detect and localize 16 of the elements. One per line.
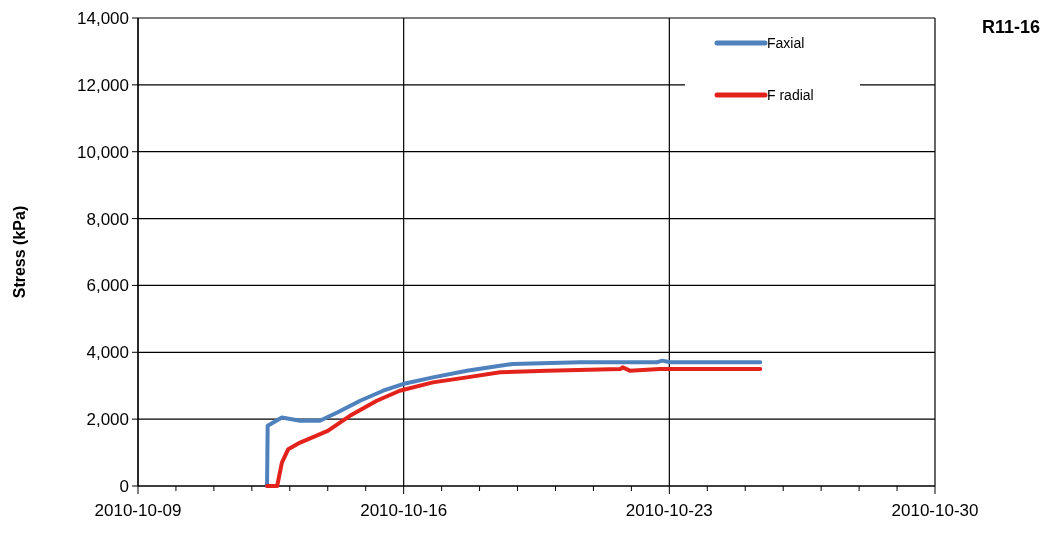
y-tick-label: 4,000 <box>86 343 129 363</box>
y-tick-label: 14,000 <box>77 8 129 28</box>
y-tick-label: 6,000 <box>86 276 129 296</box>
y-tick-label: 0 <box>119 476 129 496</box>
text: R11-16 <box>981 17 1040 37</box>
y-axis-title: Stress (kPa) <box>11 205 28 299</box>
y-tick-label: 8,000 <box>86 209 129 229</box>
x-tick-label: 2010-10-09 <box>94 501 182 520</box>
legend-label: F radial <box>767 86 814 103</box>
legend-label: Faxial <box>767 34 805 51</box>
y-tick-label: 12,000 <box>77 75 129 95</box>
x-tick-label: 2010-10-23 <box>625 501 713 520</box>
y-tick-label: 10,000 <box>77 142 129 162</box>
y-tick-label: 2,000 <box>86 410 129 430</box>
x-tick-label: 2010-10-16 <box>360 501 448 520</box>
x-tick-label: 2010-10-30 <box>891 501 979 520</box>
